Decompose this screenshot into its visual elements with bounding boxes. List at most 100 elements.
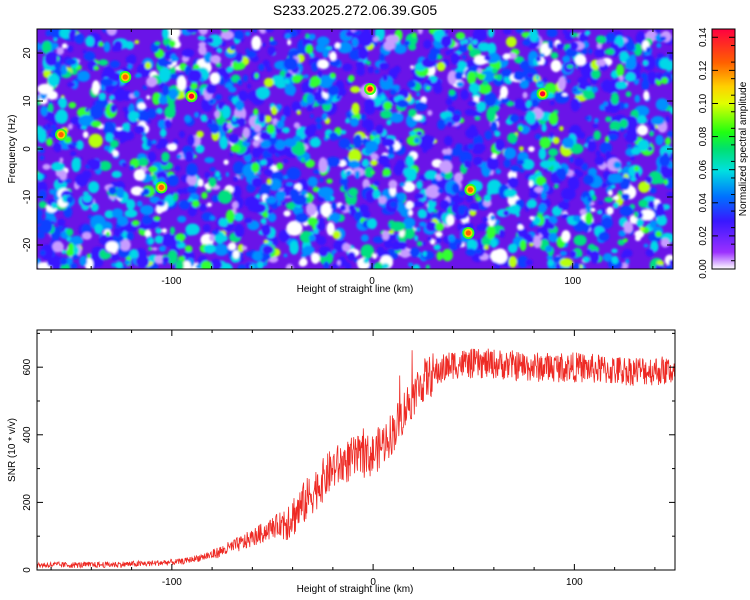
heatmap-cell bbox=[381, 138, 396, 147]
heatmap-cell bbox=[353, 134, 363, 149]
heatmap-cell bbox=[109, 139, 119, 148]
heatmap-cell bbox=[433, 244, 441, 251]
heatmap-cell bbox=[378, 154, 390, 166]
heatmap-cell bbox=[364, 98, 376, 110]
heatmap-cell bbox=[262, 245, 274, 255]
heatmap-cell bbox=[476, 224, 483, 232]
heatmap-cell bbox=[176, 75, 187, 91]
heatmap-cell bbox=[535, 75, 540, 81]
snr-ytick-label: 600 bbox=[22, 358, 33, 375]
heatmap-cell bbox=[642, 60, 649, 66]
heatmap-cell bbox=[656, 215, 668, 226]
heatmap-cell bbox=[457, 60, 467, 72]
heatmap-cell bbox=[334, 42, 341, 49]
heatmap-cell bbox=[111, 208, 124, 219]
heatmap-cell bbox=[328, 132, 339, 141]
heatmap-cell bbox=[397, 192, 406, 202]
heatmap-cell bbox=[414, 101, 428, 112]
heatmap-cell bbox=[367, 218, 378, 230]
heatmap-cell bbox=[262, 59, 270, 68]
heatmap-cell bbox=[244, 196, 260, 207]
heatmap-cell bbox=[201, 191, 208, 199]
heatmap-cell bbox=[642, 74, 648, 81]
heatmap-cell bbox=[293, 122, 301, 129]
heatmap-cell bbox=[403, 217, 416, 229]
heatmap-cell bbox=[170, 53, 177, 63]
heatmap-cell bbox=[158, 67, 171, 83]
snr-frame bbox=[36, 329, 676, 571]
heatmap-cell bbox=[494, 139, 505, 152]
heatmap-cell bbox=[319, 177, 324, 183]
heatmap-cell bbox=[362, 158, 370, 167]
heatmap-cell bbox=[37, 129, 47, 143]
heatmap-cell bbox=[577, 76, 588, 86]
heatmap-cell bbox=[267, 212, 277, 223]
heatmap-cell bbox=[81, 170, 92, 180]
heatmap-cell bbox=[268, 256, 279, 263]
heatmap-cell bbox=[37, 231, 45, 239]
heatmap-cell bbox=[339, 177, 349, 186]
heatmap-cell bbox=[365, 140, 379, 153]
heatmap-cell bbox=[281, 201, 287, 206]
heatmap-cell bbox=[562, 55, 571, 63]
heatmap-cell bbox=[460, 89, 469, 101]
heatmap-cell bbox=[421, 241, 426, 246]
heatmap-cell bbox=[223, 159, 229, 165]
heatmap-cell bbox=[655, 202, 665, 217]
heatmap-cell bbox=[137, 102, 147, 110]
heatmap-cell bbox=[260, 218, 267, 225]
heatmap-cell bbox=[425, 184, 441, 199]
heatmap-cell bbox=[396, 99, 409, 108]
heatmap-cell bbox=[546, 29, 558, 38]
heatmap-cell bbox=[116, 187, 125, 199]
heatmap-cell bbox=[510, 165, 520, 173]
heatmap-cell bbox=[225, 209, 235, 224]
heatmap-cell bbox=[284, 72, 292, 78]
heatmap-cell bbox=[205, 83, 217, 95]
heatmap-cell bbox=[45, 29, 51, 37]
heatmap-cell bbox=[308, 124, 318, 133]
heatmap-cell bbox=[286, 182, 293, 187]
heatmap-cell bbox=[187, 165, 194, 172]
heatmap-cell bbox=[536, 80, 544, 85]
heatmap-cell bbox=[631, 147, 641, 156]
heatmap-cell bbox=[237, 117, 246, 127]
heatmap-cell bbox=[608, 173, 624, 184]
heatmap-cell bbox=[178, 130, 186, 138]
heatmap-cell bbox=[587, 167, 598, 177]
heatmap-cell bbox=[615, 63, 625, 78]
heatmap-cell bbox=[66, 196, 74, 204]
heatmap-cell bbox=[90, 202, 99, 212]
colorbar-label: Normalized spectral amplitude bbox=[738, 81, 749, 216]
heatmap-cell bbox=[232, 250, 240, 259]
heatmap-cell bbox=[142, 214, 151, 225]
heatmap-cell bbox=[360, 244, 375, 259]
heatmap-cell bbox=[198, 45, 207, 56]
heatmap-cell bbox=[108, 95, 115, 101]
heatmap-cell bbox=[656, 260, 665, 266]
heatmap-cell bbox=[299, 258, 308, 267]
heatmap-cell bbox=[525, 110, 537, 125]
heatmap-cell bbox=[642, 54, 656, 71]
heatmap-ylabel: Frequency (Hz) bbox=[7, 115, 18, 184]
heatmap-cell bbox=[71, 157, 81, 173]
heatmap-cell bbox=[446, 193, 452, 197]
heatmap-cell bbox=[649, 130, 654, 137]
heatmap-cell bbox=[638, 199, 649, 208]
heatmap-cell bbox=[486, 225, 496, 240]
heatmap-cell bbox=[606, 32, 616, 43]
heatmap-cell bbox=[305, 159, 315, 168]
heatmap-cell bbox=[358, 204, 369, 213]
heatmap-cell bbox=[405, 200, 414, 210]
heatmap-cell bbox=[233, 175, 239, 182]
heatmap-cell bbox=[591, 86, 599, 93]
heatmap-cell bbox=[47, 73, 60, 88]
heatmap-cell bbox=[94, 256, 104, 268]
heatmap-cell bbox=[606, 206, 614, 215]
heatmap-cell bbox=[455, 143, 463, 150]
heatmap-cell bbox=[451, 203, 461, 214]
heatmap-cell bbox=[126, 199, 136, 210]
heatmap-cell bbox=[256, 261, 264, 269]
